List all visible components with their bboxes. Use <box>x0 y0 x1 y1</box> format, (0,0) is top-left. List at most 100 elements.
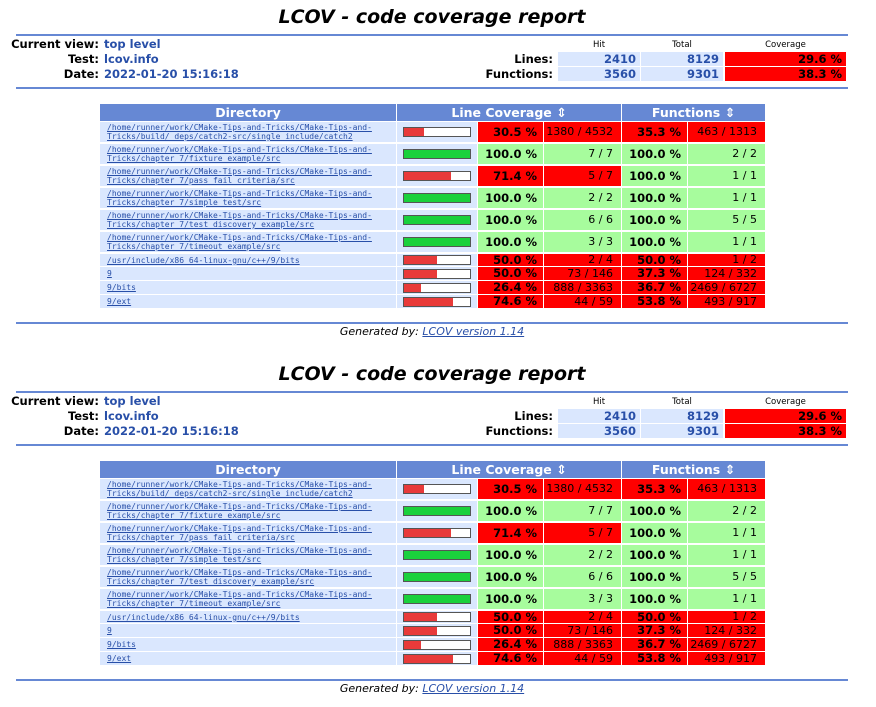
table-row: /home/runner/work/CMake-Tips-and-Tricks/… <box>100 210 765 230</box>
functions-sort-header[interactable]: Functions ⇕ <box>622 461 765 478</box>
directory-path-line: Tricks/build/_deps/catch2-src/single_inc… <box>107 489 353 498</box>
line-coverage-counts: 44 / 59 <box>544 652 621 665</box>
functions-label: Functions: <box>485 67 553 81</box>
generated-by-label: Generated by: <box>339 325 419 338</box>
coverage-bar-cell <box>397 232 477 252</box>
directory-link[interactable]: 9 <box>100 267 396 280</box>
directory-link[interactable]: /home/runner/work/CMake-Tips-and-Tricks/… <box>100 122 396 142</box>
lines-hit: 2410 <box>558 409 640 423</box>
table-row: /home/runner/work/CMake-Tips-and-Tricks/… <box>100 122 765 142</box>
directory-path-line: /home/runner/work/CMake-Tips-and-Tricks/… <box>107 211 372 220</box>
lcov-version-link[interactable]: LCOV version 1.14 <box>422 682 525 695</box>
lcov-version-link[interactable]: LCOV version 1.14 <box>422 325 525 338</box>
line-coverage-counts: 3 / 3 <box>544 589 621 609</box>
table-row: /home/runner/work/CMake-Tips-and-Tricks/… <box>100 144 765 164</box>
functions-sort-header[interactable]: Functions ⇕ <box>622 104 765 121</box>
directory-link[interactable]: 9/ext <box>100 295 396 308</box>
table-row: /home/runner/work/CMake-Tips-and-Tricks/… <box>100 545 765 565</box>
date-value: 2022-01-20 15:16:18 <box>104 67 239 81</box>
test-label: Test: <box>67 52 99 66</box>
current-view-link[interactable]: top level <box>104 394 161 408</box>
table-row: /usr/include/x86_64-linux-gnu/c++/9/bits… <box>100 254 765 266</box>
functions-coverage: 38.3 % <box>725 67 846 81</box>
directory-link[interactable]: /usr/include/x86_64-linux-gnu/c++/9/bits <box>100 611 396 623</box>
page-title: LCOV - code coverage report <box>278 6 586 28</box>
coverage-bar <box>403 193 471 203</box>
function-coverage-counts: 1 / 1 <box>688 545 765 565</box>
line-coverage-counts: 888 / 3363 <box>544 281 621 294</box>
coverage-bar-cell <box>397 545 477 565</box>
directory-link[interactable]: /home/runner/work/CMake-Tips-and-Tricks/… <box>100 589 396 609</box>
test-label: Test: <box>67 409 99 423</box>
line-coverage-counts: 888 / 3363 <box>544 638 621 651</box>
directory-link[interactable]: /home/runner/work/CMake-Tips-and-Tricks/… <box>100 523 396 543</box>
directory-link[interactable]: 9/ext <box>100 652 396 665</box>
coverage-bar-fill <box>404 194 470 202</box>
coverage-bar <box>403 550 471 560</box>
line-coverage-sort-header[interactable]: Line Coverage ⇕ <box>397 104 621 121</box>
line-coverage-percent: 74.6 % <box>478 652 543 665</box>
line-coverage-percent: 71.4 % <box>478 523 543 543</box>
directory-link[interactable]: /home/runner/work/CMake-Tips-and-Tricks/… <box>100 501 396 521</box>
function-coverage-percent: 37.3 % <box>622 267 687 280</box>
coverage-bar-cell <box>397 479 477 499</box>
date-label: Date: <box>63 67 99 81</box>
directory-path-line: Tricks/chapter_7/pass_fail_criteria/src <box>107 176 295 185</box>
coverage-bar-fill <box>404 573 470 581</box>
function-coverage-counts: 2469 / 6727 <box>688 638 765 651</box>
directory-link[interactable]: /usr/include/x86_64-linux-gnu/c++/9/bits <box>100 254 396 266</box>
directory-link[interactable]: /home/runner/work/CMake-Tips-and-Tricks/… <box>100 232 396 252</box>
function-coverage-counts: 5 / 5 <box>688 210 765 230</box>
current-view-link[interactable]: top level <box>104 37 161 51</box>
directory-link[interactable]: /home/runner/work/CMake-Tips-and-Tricks/… <box>100 188 396 208</box>
coverage-bar <box>403 297 471 307</box>
directory-link[interactable]: 9/bits <box>100 281 396 294</box>
line-coverage-sort-header[interactable]: Line Coverage ⇕ <box>397 461 621 478</box>
directory-link[interactable]: /home/runner/work/CMake-Tips-and-Tricks/… <box>100 545 396 565</box>
function-coverage-counts: 124 / 332 <box>688 267 765 280</box>
coverage-bar <box>403 171 471 181</box>
directory-link[interactable]: /home/runner/work/CMake-Tips-and-Tricks/… <box>100 479 396 499</box>
function-coverage-counts: 2 / 2 <box>688 501 765 521</box>
directory-link[interactable]: /home/runner/work/CMake-Tips-and-Tricks/… <box>100 166 396 186</box>
function-coverage-counts: 5 / 5 <box>688 567 765 587</box>
table-row: /home/runner/work/CMake-Tips-and-Tricks/… <box>100 589 765 609</box>
directory-link[interactable]: /home/runner/work/CMake-Tips-and-Tricks/… <box>100 144 396 164</box>
function-coverage-counts: 124 / 332 <box>688 624 765 637</box>
table-row: /home/runner/work/CMake-Tips-and-Tricks/… <box>100 523 765 543</box>
lines-hit: 2410 <box>558 52 640 66</box>
directory-path-line: /home/runner/work/CMake-Tips-and-Tricks/… <box>107 590 372 599</box>
line-coverage-percent: 30.5 % <box>478 479 543 499</box>
coverage-bar-fill <box>404 150 470 158</box>
coverage-bar <box>403 654 471 664</box>
test-value: lcov.info <box>104 52 159 66</box>
directory-path-line: Tricks/chapter_7/test_discovery_example/… <box>107 220 315 229</box>
functions-coverage: 38.3 % <box>725 424 846 438</box>
directory-path-line: Tricks/chapter_7/pass_fail_criteria/src <box>107 533 295 542</box>
coverage-bar-cell <box>397 188 477 208</box>
coverage-bar-cell <box>397 267 477 280</box>
directory-link[interactable]: /home/runner/work/CMake-Tips-and-Tricks/… <box>100 210 396 230</box>
coverage-bar-cell <box>397 501 477 521</box>
directory-link[interactable]: /home/runner/work/CMake-Tips-and-Tricks/… <box>100 567 396 587</box>
line-coverage-counts: 2 / 4 <box>544 611 621 623</box>
footer: Generated by: LCOV version 1.14 <box>0 682 864 696</box>
functions-hit: 3560 <box>558 67 640 81</box>
directory-path-line: /home/runner/work/CMake-Tips-and-Tricks/… <box>107 145 372 154</box>
directory-link[interactable]: 9 <box>100 624 396 637</box>
coverage-bar-cell <box>397 589 477 609</box>
line-coverage-percent: 50.0 % <box>478 254 543 266</box>
function-coverage-counts: 1 / 1 <box>688 523 765 543</box>
coverage-bar <box>403 506 471 516</box>
function-coverage-counts: 463 / 1313 <box>688 122 765 142</box>
coverage-report: LCOV - code coverage report Current view… <box>0 0 876 350</box>
divider <box>16 34 848 36</box>
function-coverage-counts: 463 / 1313 <box>688 479 765 499</box>
directory-path-line: Tricks/chapter_7/timeout_example/src <box>107 242 281 251</box>
test-value: lcov.info <box>104 409 159 423</box>
date-label: Date: <box>63 424 99 438</box>
directory-link[interactable]: 9/bits <box>100 638 396 651</box>
coverage-bar <box>403 572 471 582</box>
function-coverage-percent: 100.0 % <box>622 545 687 565</box>
coverage-bar-cell <box>397 611 477 623</box>
